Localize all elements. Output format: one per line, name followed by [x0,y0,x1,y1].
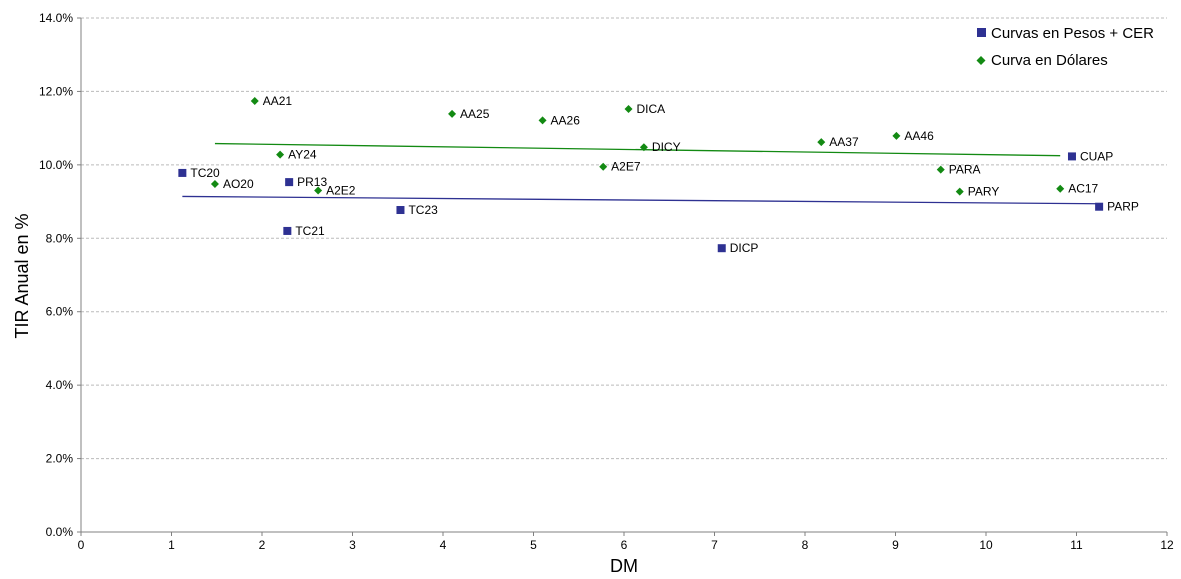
point-parp [1095,202,1104,211]
point-pr13 [285,178,294,187]
trend-lines [182,142,1100,205]
y-tick-label: 2.0% [46,452,74,466]
x-tick-label: 1 [168,538,175,552]
point-cuap [1067,152,1076,161]
trendline-pesos [182,195,1100,205]
label-aa21: AA21 [263,94,293,108]
x-tick-label: 0 [78,538,85,552]
x-tick-label: 9 [892,538,899,552]
point-para [936,165,945,174]
point-aa21 [250,96,259,105]
axes: 0.0%2.0%4.0%6.0%8.0%10.0%12.0%14.0%0 1 2 3 4… [39,11,1174,552]
legend-label-pesos: Curvas en Pesos + CER [991,25,1154,42]
point-aa37 [817,138,826,147]
point-tc23 [396,206,405,215]
point-dicp [717,244,726,253]
x-tick-label: 3 [349,538,356,552]
point-a2e7 [599,162,608,171]
y-tick-label: 4.0% [46,378,74,392]
x-tick-label: 4 [440,538,447,552]
data-points [178,96,1104,253]
label-tc21: TC21 [295,224,325,238]
label-a2e2: A2E2 [326,184,356,198]
grid-lines [81,17,1167,460]
x-tick-label: 6 [621,538,628,552]
y-tick-label: 8.0% [46,231,74,245]
point-ac17 [1056,184,1065,193]
legend-marker-dolares [976,56,986,65]
label-cuap: CUAP [1080,149,1113,163]
label-pary: PARY [968,185,1000,199]
point-tc20 [178,168,187,177]
label-aa46: AA46 [904,129,934,143]
y-axis-title: TIR Anual en % [12,213,32,338]
label-parp: PARP [1107,200,1139,214]
label-dica: DICA [637,102,666,116]
point-dica [624,105,633,114]
x-tick-label: 7 [711,538,718,552]
label-para: PARA [949,163,981,177]
label-aa37: AA37 [829,135,859,149]
y-tick-label: 0.0% [46,525,74,539]
point-ay24 [276,150,285,159]
point-pary [955,187,964,196]
legend-marker-pesos [977,28,986,37]
x-tick-label: 11 [1070,538,1083,552]
point-a2e2 [314,186,323,195]
label-tc23: TC23 [408,203,438,217]
label-tc20: TC20 [190,166,220,180]
x-tick-label: 8 [802,538,809,552]
x-tick-label: 2 [259,538,266,552]
label-aa25: AA25 [460,107,490,121]
label-ay24: AY24 [288,148,317,162]
trendline-dolares [214,142,1061,157]
point-aa25 [448,109,457,118]
point-tc21 [283,226,292,235]
label-pr13: PR13 [297,175,327,189]
point-aa26 [538,116,547,125]
x-axis-title: DM [610,556,638,576]
x-tick-label: 12 [1160,538,1174,552]
legend: Curvas en Pesos + CER Curva en Dólares [976,25,1154,69]
x-tick-label: 5 [530,538,537,552]
x-tick-label: 10 [979,538,993,552]
legend-label-dolares: Curva en Dólares [991,52,1108,69]
y-tick-label: 10.0% [39,158,73,172]
point-ao20 [210,179,219,188]
label-ac17: AC17 [1068,182,1098,196]
label-aa26: AA26 [551,113,581,127]
point-aa46 [892,131,901,140]
point-labels: TC20 PR13 TC21 TC23 DICP CUAP PARP AA21 AO20 AY24… [190,94,1139,255]
y-tick-label: 6.0% [46,305,74,319]
label-dicy: DICY [652,140,681,154]
label-ao20: AO20 [223,177,254,191]
label-a2e7: A2E7 [611,160,641,174]
y-tick-label: 12.0% [39,84,73,98]
y-tick-label: 14.0% [39,11,73,25]
label-dicp: DICP [730,241,759,255]
point-dicy [639,143,648,152]
